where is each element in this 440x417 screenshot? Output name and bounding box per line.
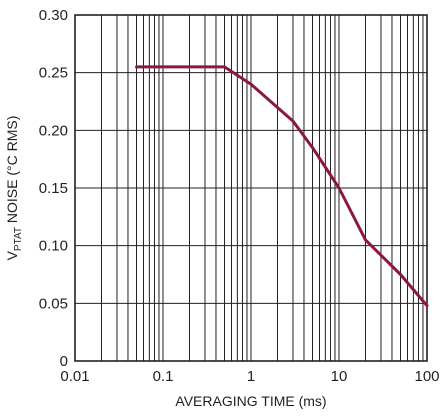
y-axis-title-suffix: NOISE (°C RMS): [4, 116, 20, 227]
x-tick-label: 1: [247, 368, 255, 385]
y-tick-label: 0.15: [39, 180, 68, 197]
x-tick-label: 0.1: [153, 368, 174, 385]
x-tick-labels: 0.01 0.1 1 10 100: [60, 368, 439, 385]
series-group: [135, 65, 429, 308]
y-tick-labels: 0 0.05 0.10 0.15 0.20 0.25 0.30: [39, 7, 68, 370]
y-axis-title: VPTAT NOISE (°C RMS): [4, 116, 24, 261]
y-axis-title-subscript: PTAT: [13, 227, 24, 251]
y-tick-label: 0.30: [39, 7, 68, 24]
y-tick-label: 0: [60, 353, 68, 370]
y-tick-label: 0.10: [39, 238, 68, 255]
y-axis-title-prefix: V: [4, 250, 20, 260]
y-tick-label: 0.20: [39, 122, 68, 139]
plot-frame: [74, 14, 428, 362]
x-tick-label: 10: [331, 368, 348, 385]
x-axis-title: AVERAGING TIME (ms): [175, 393, 326, 409]
series-line: [135, 65, 429, 308]
y-tick-label: 0.25: [39, 65, 68, 82]
x-tick-label: 0.01: [60, 368, 89, 385]
y-tick-label: 0.05: [39, 295, 68, 312]
grid: [74, 14, 428, 362]
x-tick-label: 100: [414, 368, 439, 385]
